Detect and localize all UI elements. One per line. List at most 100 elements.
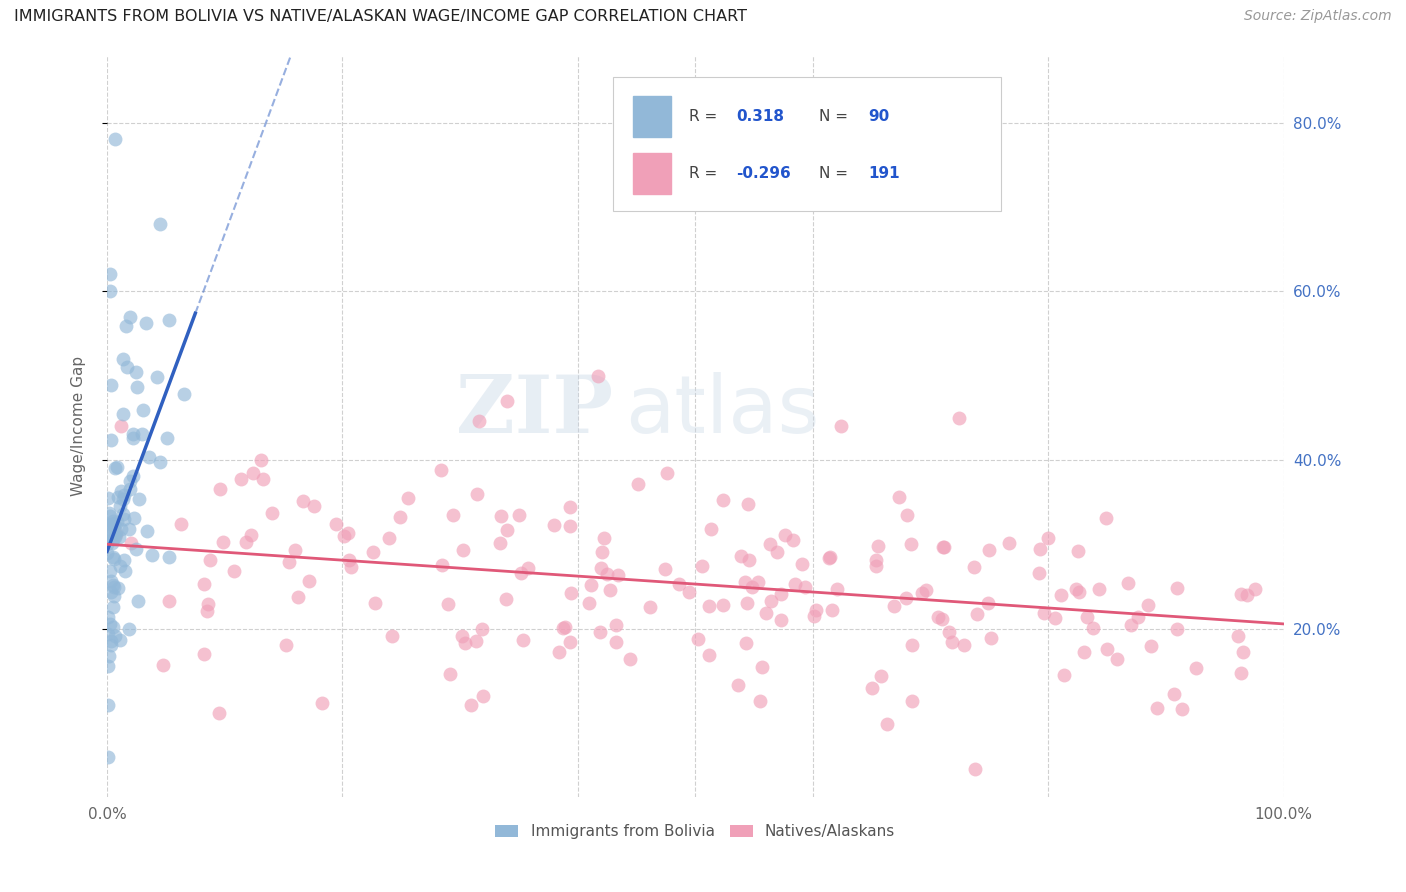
Point [103, 517, 125, 532]
Point [460, 698, 482, 712]
Point [100, 634, 122, 648]
Point [122, 431, 145, 445]
Point [790, 557, 813, 571]
Point [607, 568, 630, 582]
Point [135, 524, 157, 538]
Point [298, 574, 321, 588]
Point [589, 624, 612, 639]
Point [100, 574, 122, 589]
Point [450, 629, 472, 643]
Point [101, 620, 124, 634]
Point [200, 552, 222, 566]
Point [112, 507, 135, 521]
Point [120, 536, 142, 550]
Point [325, 517, 347, 532]
Point [1140, 639, 1163, 653]
Point [141, 548, 163, 562]
Point [337, 553, 360, 567]
Point [1230, 587, 1253, 601]
Point [125, 380, 148, 394]
Point [491, 509, 513, 524]
Point [97, 524, 120, 539]
Point [105, 516, 128, 530]
Point [1081, 621, 1104, 635]
Point [122, 469, 145, 483]
Point [900, 694, 922, 708]
Point [510, 566, 533, 580]
Point [495, 592, 517, 607]
Point [378, 531, 401, 545]
Point [125, 541, 148, 556]
Point [108, 499, 131, 513]
Point [965, 762, 987, 776]
Point [439, 667, 461, 681]
Point [211, 535, 233, 549]
Point [104, 529, 127, 543]
Point [292, 494, 315, 508]
Point [104, 628, 127, 642]
Point [869, 669, 891, 683]
Point [260, 506, 283, 520]
Point [193, 577, 215, 591]
Point [120, 310, 142, 324]
Point [472, 690, 495, 704]
Point [107, 581, 129, 595]
Point [110, 419, 132, 434]
Point [688, 632, 710, 646]
Point [333, 529, 356, 543]
Text: 90: 90 [869, 109, 890, 124]
Point [512, 632, 534, 647]
Point [361, 545, 384, 559]
Point [138, 450, 160, 464]
Point [548, 645, 571, 659]
Text: -0.296: -0.296 [737, 167, 792, 181]
Point [804, 603, 827, 617]
Point [876, 717, 898, 731]
Point [734, 574, 756, 589]
Y-axis label: Wage/Income Gap: Wage/Income Gap [72, 356, 86, 496]
Text: Source: ZipAtlas.com: Source: ZipAtlas.com [1244, 9, 1392, 23]
Point [700, 522, 723, 536]
Point [1045, 611, 1067, 625]
Point [252, 472, 274, 486]
Point [311, 696, 333, 710]
Point [100, 378, 122, 392]
Text: ZIP: ZIP [456, 373, 613, 450]
Point [741, 580, 763, 594]
Point [865, 552, 887, 566]
Point [496, 523, 519, 537]
Point [668, 577, 690, 591]
Point [430, 463, 453, 477]
Point [1095, 510, 1118, 524]
Text: atlas: atlas [624, 373, 820, 450]
Point [112, 488, 135, 502]
Point [124, 365, 146, 379]
Point [122, 427, 145, 442]
Point [277, 555, 299, 569]
Point [152, 657, 174, 672]
Point [100, 516, 122, 531]
Point [730, 549, 752, 563]
Point [773, 528, 796, 542]
Point [98, 648, 121, 663]
Point [495, 394, 517, 409]
Point [690, 558, 713, 573]
Point [783, 577, 806, 591]
Point [197, 597, 219, 611]
Point [941, 634, 963, 648]
Point [103, 550, 125, 565]
Point [104, 460, 127, 475]
Point [738, 553, 761, 567]
Point [1053, 668, 1076, 682]
Point [517, 561, 540, 575]
Point [825, 582, 848, 596]
Point [465, 633, 488, 648]
Point [120, 474, 142, 488]
Point [118, 622, 141, 636]
Point [932, 540, 955, 554]
Point [1163, 687, 1185, 701]
Point [1171, 702, 1194, 716]
Point [782, 533, 804, 547]
Point [98, 529, 121, 543]
Point [170, 516, 193, 531]
